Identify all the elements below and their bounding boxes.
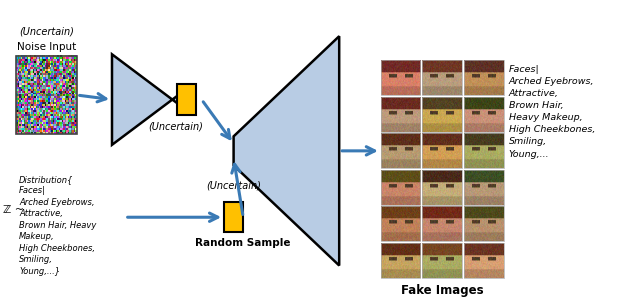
Text: (Uncertain): (Uncertain): [148, 121, 204, 131]
Bar: [464, 170, 504, 205]
Bar: [422, 60, 462, 95]
Text: ℤ ~: ℤ ~: [3, 205, 24, 215]
Bar: [422, 170, 462, 205]
Bar: [422, 97, 462, 132]
Text: (Uncertain): (Uncertain): [19, 26, 74, 36]
Bar: [464, 243, 504, 278]
Bar: [381, 133, 420, 168]
Bar: [464, 60, 504, 95]
Bar: [381, 206, 420, 241]
Bar: [464, 97, 504, 132]
Bar: [422, 206, 462, 241]
Text: Distribution{
Faces|
Arched Eyebrows,
Attractive,
Brown Hair, Heavy
Makeup,
High: Distribution{ Faces| Arched Eyebrows, At…: [19, 175, 97, 276]
Bar: [464, 206, 504, 241]
Bar: [422, 133, 462, 168]
Text: Random Sample: Random Sample: [195, 238, 291, 248]
Bar: [381, 60, 420, 95]
Polygon shape: [234, 36, 339, 265]
Bar: [224, 202, 243, 232]
Bar: [381, 170, 420, 205]
Text: Faces|
Arched Eyebrows,
Attractive,
Brown Hair,
Heavy Makeup,
High Cheekbones,
S: Faces| Arched Eyebrows, Attractive, Brow…: [509, 64, 595, 159]
Bar: [422, 243, 462, 278]
Text: (Uncertain): (Uncertain): [206, 180, 261, 190]
Bar: [16, 56, 77, 134]
Bar: [381, 243, 420, 278]
Text: Fake Images: Fake Images: [401, 284, 484, 297]
Bar: [464, 133, 504, 168]
Bar: [381, 97, 420, 132]
Text: Noise Input: Noise Input: [17, 42, 76, 52]
Bar: [177, 85, 196, 115]
Polygon shape: [112, 54, 182, 145]
